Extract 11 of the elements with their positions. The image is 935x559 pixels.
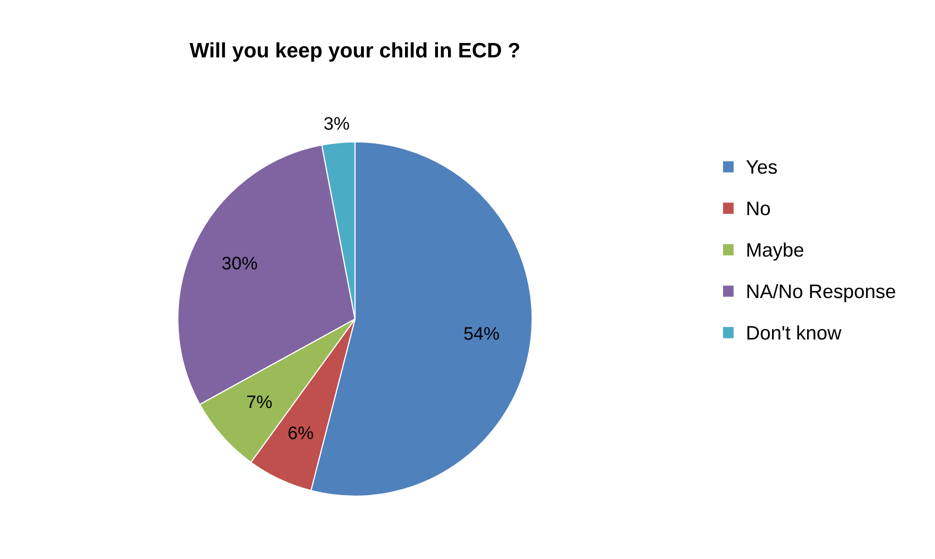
legend-label: Yes <box>746 160 777 174</box>
data-label: 3% <box>324 117 350 130</box>
data-label: 7% <box>247 395 272 408</box>
legend-label: No <box>747 202 770 216</box>
legend-label: Maybe <box>747 242 804 261</box>
legend-label: Don't know <box>747 325 842 340</box>
data-label: 6% <box>288 426 314 440</box>
data-label: 54% <box>464 327 499 340</box>
data-label: 30% <box>222 256 258 270</box>
legend-label: NA/No Response <box>747 284 896 302</box>
chart-title: Will you keep your child in ECD ? <box>190 42 520 62</box>
